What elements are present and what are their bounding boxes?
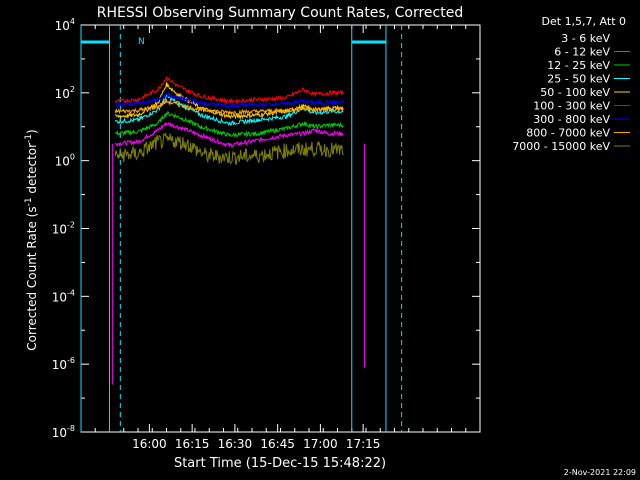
y-tick-labels: 104 102 100 10-2 10-4 10-6 10-8 <box>52 17 480 440</box>
series-line <box>114 91 344 109</box>
y-tick-label: 10-8 <box>52 424 75 440</box>
y-axis-label: Corrected Count Rate (s-1 detector-1) <box>24 129 39 350</box>
legend-label: 800 - 7000 keV <box>526 127 610 140</box>
y-tick-label: 104 <box>55 17 75 33</box>
y-tick-label: 10-6 <box>52 356 75 372</box>
legend-label: 300 - 800 keV <box>533 113 610 126</box>
legend-label: 7000 - 15000 keV <box>512 140 610 153</box>
legend-label: 25 - 50 keV <box>547 73 610 86</box>
plot-frame <box>80 24 481 433</box>
x-tick-label: 17:00 <box>303 437 338 451</box>
x-axis-label: Start Time (15-Dec-15 15:48:22) <box>174 456 386 471</box>
plot-area <box>80 24 481 433</box>
legend-label: 3 - 6 keV <box>561 32 610 45</box>
series-line <box>114 131 344 166</box>
y-tick-label: 100 <box>55 153 75 169</box>
y-tick-label: 10-2 <box>52 221 75 237</box>
series-line <box>114 76 344 105</box>
series-line <box>114 99 344 116</box>
series-line <box>115 110 344 139</box>
legend-label: 100 - 300 keV <box>533 100 610 113</box>
series-line <box>114 121 344 149</box>
x-tick-label: 16:30 <box>218 437 253 451</box>
series-line <box>114 93 344 126</box>
series-line <box>115 82 344 120</box>
x-tick-labels: 16:00 16:15 16:30 16:45 17:00 17:15 <box>80 25 481 451</box>
y-tick-label: 10-4 <box>52 288 75 304</box>
x-tick-label: 16:15 <box>175 437 210 451</box>
night-label: N <box>138 37 145 47</box>
data-series <box>80 25 403 432</box>
x-tick-label: 16:00 <box>132 437 167 451</box>
chart-title: RHESSI Observing Summary Count Rates, Co… <box>97 5 463 21</box>
y-tick-label: 102 <box>55 85 75 101</box>
legend-label: 6 - 12 keV <box>554 46 610 59</box>
x-tick-label: 17:15 <box>346 437 381 451</box>
legend-label: 12 - 25 keV <box>547 59 610 72</box>
legend-title: Det 1,5,7, Att 0 <box>542 15 626 28</box>
timestamp: 2-Nov-2021 22:09 <box>564 468 636 477</box>
legend-label: 50 - 100 keV <box>540 86 610 99</box>
series-line <box>114 124 344 158</box>
x-tick-label: 16:45 <box>260 437 295 451</box>
